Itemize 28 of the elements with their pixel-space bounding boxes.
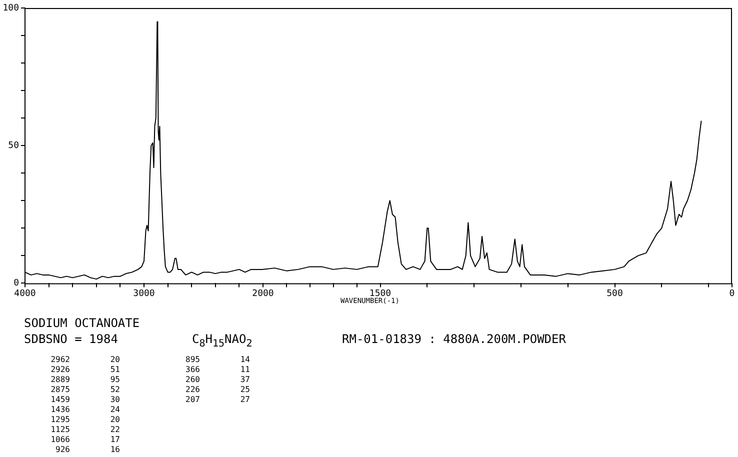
text: 1066 17	[50, 435, 120, 444]
text: 895 14	[186, 355, 250, 364]
text: 1459 30	[50, 395, 120, 404]
text: 226 25	[186, 385, 250, 394]
text: 207 27	[186, 395, 250, 404]
x-tick-label: 0	[729, 288, 735, 299]
text: RM-01-01839 : 4880A.200M.POWDER	[342, 332, 567, 348]
text: 2889 95	[50, 375, 120, 384]
text: SODIUM OCTANOATE	[24, 316, 140, 330]
x-tick-label: 1500	[369, 288, 392, 299]
text: 926 16	[56, 445, 120, 454]
y-tick-label: 0	[14, 278, 19, 289]
x-tick-label: 3000	[133, 288, 155, 299]
text: SDBSNO = 1984	[24, 332, 119, 348]
text: 260 37	[186, 375, 250, 384]
y-tick-label: 100	[2, 3, 19, 14]
text: 366 11	[186, 365, 250, 374]
text: 1295 20	[50, 415, 120, 424]
x-tick-label: 2000	[252, 288, 274, 299]
text: 1125 22	[50, 425, 120, 434]
text: C$_{8}$H$_{15}$NAO$_{2}$	[192, 332, 254, 350]
text: 1436 24	[50, 405, 120, 414]
text: 2875 52	[50, 385, 120, 394]
x-tick-label: 4000	[14, 288, 36, 299]
text: 2962 20	[50, 355, 120, 364]
y-tick-label: 50	[8, 140, 19, 151]
text: 2926 51	[50, 365, 120, 374]
x-tick-label: 500	[606, 288, 623, 299]
